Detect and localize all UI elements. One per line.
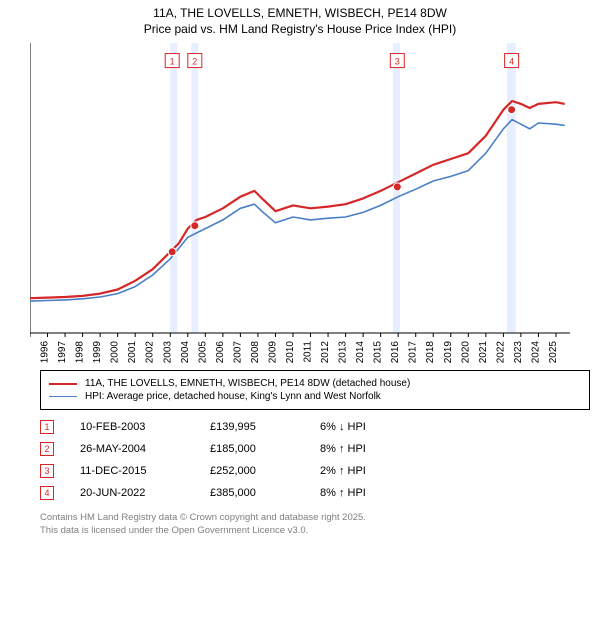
legend-swatch — [49, 383, 77, 385]
svg-text:2017: 2017 — [408, 341, 419, 364]
svg-text:2009: 2009 — [267, 341, 278, 364]
sale-date: 11-DEC-2015 — [80, 465, 210, 477]
sale-diff: 2% ↑ HPI — [320, 465, 410, 477]
svg-text:2013: 2013 — [338, 341, 349, 364]
svg-text:2005: 2005 — [197, 341, 208, 364]
svg-text:4: 4 — [509, 57, 514, 67]
legend-item: 11A, THE LOVELLS, EMNETH, WISBECH, PE14 … — [49, 377, 581, 390]
legend-label: 11A, THE LOVELLS, EMNETH, WISBECH, PE14 … — [85, 377, 410, 390]
svg-text:2004: 2004 — [180, 341, 191, 364]
sale-row: 4 20-JUN-2022£385,0008% ↑ HPI — [40, 482, 590, 504]
sale-price: £139,995 — [210, 421, 320, 433]
svg-text:2020: 2020 — [460, 341, 471, 364]
svg-text:2012: 2012 — [320, 341, 331, 364]
title-block: 11A, THE LOVELLS, EMNETH, WISBECH, PE14 … — [0, 0, 600, 41]
sale-marker: 2 — [40, 442, 54, 456]
svg-text:2: 2 — [192, 57, 197, 67]
svg-text:1: 1 — [170, 57, 175, 67]
svg-text:2019: 2019 — [443, 341, 454, 364]
svg-text:2015: 2015 — [373, 341, 384, 364]
sale-marker: 1 — [40, 420, 54, 434]
svg-text:2021: 2021 — [478, 341, 489, 364]
svg-text:3: 3 — [395, 57, 400, 67]
legend-label: HPI: Average price, detached house, King… — [85, 390, 381, 403]
sales-table: 1 10-FEB-2003£139,9956% ↓ HPI 2 26-MAY-2004… — [40, 416, 590, 504]
sale-diff: 8% ↑ HPI — [320, 487, 410, 499]
title-line-2: Price paid vs. HM Land Registry's House … — [0, 22, 600, 38]
svg-text:2014: 2014 — [355, 341, 366, 364]
svg-text:2018: 2018 — [425, 341, 436, 364]
footer-line-2: This data is licensed under the Open Gov… — [40, 525, 590, 537]
legend-item: HPI: Average price, detached house, King… — [49, 390, 581, 403]
sale-row: 1 10-FEB-2003£139,9956% ↓ HPI — [40, 416, 590, 438]
sale-marker: 4 — [40, 486, 54, 500]
sale-marker: 3 — [40, 464, 54, 478]
chart-svg: £0£50K£100K£150K£200K£250K£300K£350K£400… — [30, 43, 590, 368]
svg-text:1999: 1999 — [92, 341, 103, 364]
svg-text:2003: 2003 — [162, 341, 173, 364]
svg-text:2000: 2000 — [110, 341, 121, 364]
legend-swatch — [49, 396, 77, 398]
svg-text:1997: 1997 — [57, 341, 68, 364]
footer-line-1: Contains HM Land Registry data © Crown c… — [40, 512, 590, 524]
svg-text:2025: 2025 — [548, 341, 559, 364]
svg-text:2022: 2022 — [495, 341, 506, 364]
svg-text:2006: 2006 — [215, 341, 226, 364]
svg-text:2011: 2011 — [303, 341, 314, 363]
footer: Contains HM Land Registry data © Crown c… — [40, 512, 590, 537]
legend: 11A, THE LOVELLS, EMNETH, WISBECH, PE14 … — [40, 370, 590, 410]
sale-diff: 8% ↑ HPI — [320, 443, 410, 455]
sale-date: 10-FEB-2003 — [80, 421, 210, 433]
sale-row: 2 26-MAY-2004£185,0008% ↑ HPI — [40, 438, 590, 460]
svg-text:2023: 2023 — [513, 341, 524, 364]
sale-row: 3 11-DEC-2015£252,0002% ↑ HPI — [40, 460, 590, 482]
svg-text:2010: 2010 — [285, 341, 296, 364]
chart-container: 11A, THE LOVELLS, EMNETH, WISBECH, PE14 … — [0, 0, 600, 620]
svg-text:2016: 2016 — [390, 341, 401, 364]
svg-text:1995: 1995 — [30, 341, 33, 364]
title-line-1: 11A, THE LOVELLS, EMNETH, WISBECH, PE14 … — [0, 6, 600, 22]
svg-text:2008: 2008 — [250, 341, 261, 364]
sale-date: 26-MAY-2004 — [80, 443, 210, 455]
sale-price: £252,000 — [210, 465, 320, 477]
sale-diff: 6% ↓ HPI — [320, 421, 410, 433]
sale-price: £185,000 — [210, 443, 320, 455]
svg-text:2024: 2024 — [530, 341, 541, 364]
sale-date: 20-JUN-2022 — [80, 487, 210, 499]
svg-text:2002: 2002 — [145, 341, 156, 364]
svg-text:2007: 2007 — [232, 341, 243, 364]
chart-area: £0£50K£100K£150K£200K£250K£300K£350K£400… — [30, 43, 590, 368]
svg-text:2001: 2001 — [127, 341, 138, 364]
sale-price: £385,000 — [210, 487, 320, 499]
svg-text:1998: 1998 — [75, 341, 86, 364]
svg-text:1996: 1996 — [40, 341, 51, 364]
